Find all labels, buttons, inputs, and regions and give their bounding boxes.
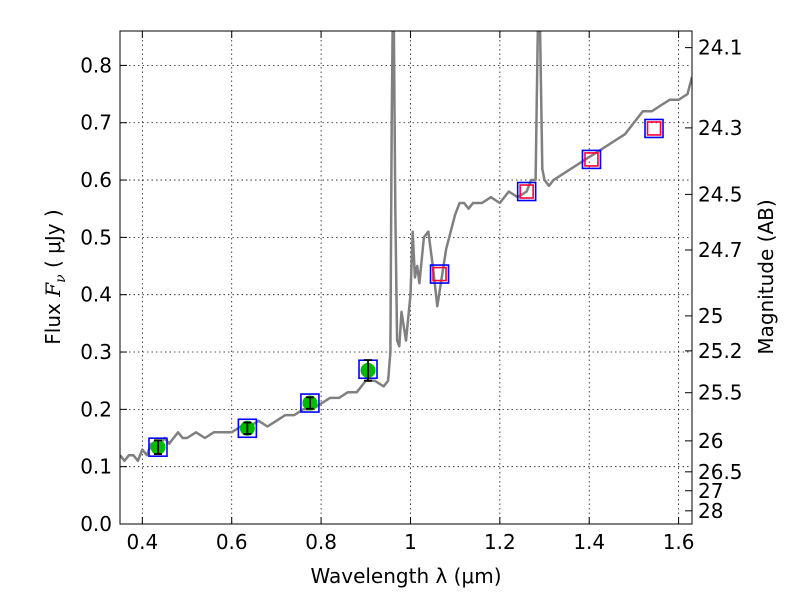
y-tick-label: 0.2 [80,397,112,421]
y2-axis-label: Magnitude (AB) [754,199,778,354]
y2-tick-label: 24.3 [698,116,743,140]
upper-limit-marker [584,152,599,167]
y2-tick-label: 24.7 [698,238,743,262]
y-tick-label: 0.5 [80,225,112,249]
model-photometry-box [429,264,450,284]
y-tick-label: 0.3 [80,340,112,364]
photometry-markers [148,118,664,457]
y-axis-label-symbol: F [41,282,65,298]
model-photometry-box [237,418,258,439]
y2-tick-label: 27 [698,479,723,503]
model-photometry-box [516,181,537,202]
upper-limit-marker [432,266,447,282]
model-photometry-box [644,118,664,139]
x-tick-label: 0.8 [305,530,337,554]
y-axis-label: Flux Fν ( μJy ) [41,209,69,344]
model-photometry-box [300,393,320,413]
model-photometry-box [581,149,602,170]
x-tick-label: 1 [404,530,417,554]
x-tick-label: 0.6 [216,530,248,554]
y-tick-label: 0.0 [80,512,112,536]
x-tick-label: 0.4 [126,530,158,554]
y2-tick-label: 24.1 [698,36,743,60]
grid-lines [120,31,692,525]
x-axis-label: Wavelength λ (μm) [310,564,501,588]
model-photometry-box [148,437,168,457]
y-tick-label: 0.4 [80,283,112,307]
model-spectrum-line [120,31,692,463]
upper-limit-marker [519,184,534,199]
y-tick-label: 0.1 [80,455,112,479]
x-tick-label: 1.4 [573,530,605,554]
y-tick-label: 0.6 [80,168,112,192]
x-tick-label: 1.6 [663,530,695,554]
y-axis-label-suffix: ( μJy ) [41,209,65,274]
y-tick-label: 0.7 [80,111,112,135]
y-axis-ticks: 0.0 0.1 0.2 0.3 0.4 0.5 0.6 0.7 0.8 [80,53,127,536]
y-axis-label-subscript: ν [53,274,69,283]
y2-tick-label: 26 [698,429,723,453]
plot-frame [119,30,693,525]
x-axis-ticks: 0.4 0.6 0.8 1 1.2 1.4 1.6 [126,31,695,554]
y2-tick-label: 25.5 [698,381,743,405]
y2-tick-label: 26.5 [698,460,743,484]
x-tick-label: 1.2 [484,530,516,554]
y2-tick-label: 25 [698,304,723,328]
y-tick-label: 0.8 [80,53,112,77]
y2-tick-label: 24.5 [698,182,743,206]
y-axis-label-prefix: Flux [41,297,65,345]
upper-limit-marker [646,121,662,136]
y2-tick-label: 25.2 [698,339,743,363]
y2-tick-label: 28 [698,499,723,523]
